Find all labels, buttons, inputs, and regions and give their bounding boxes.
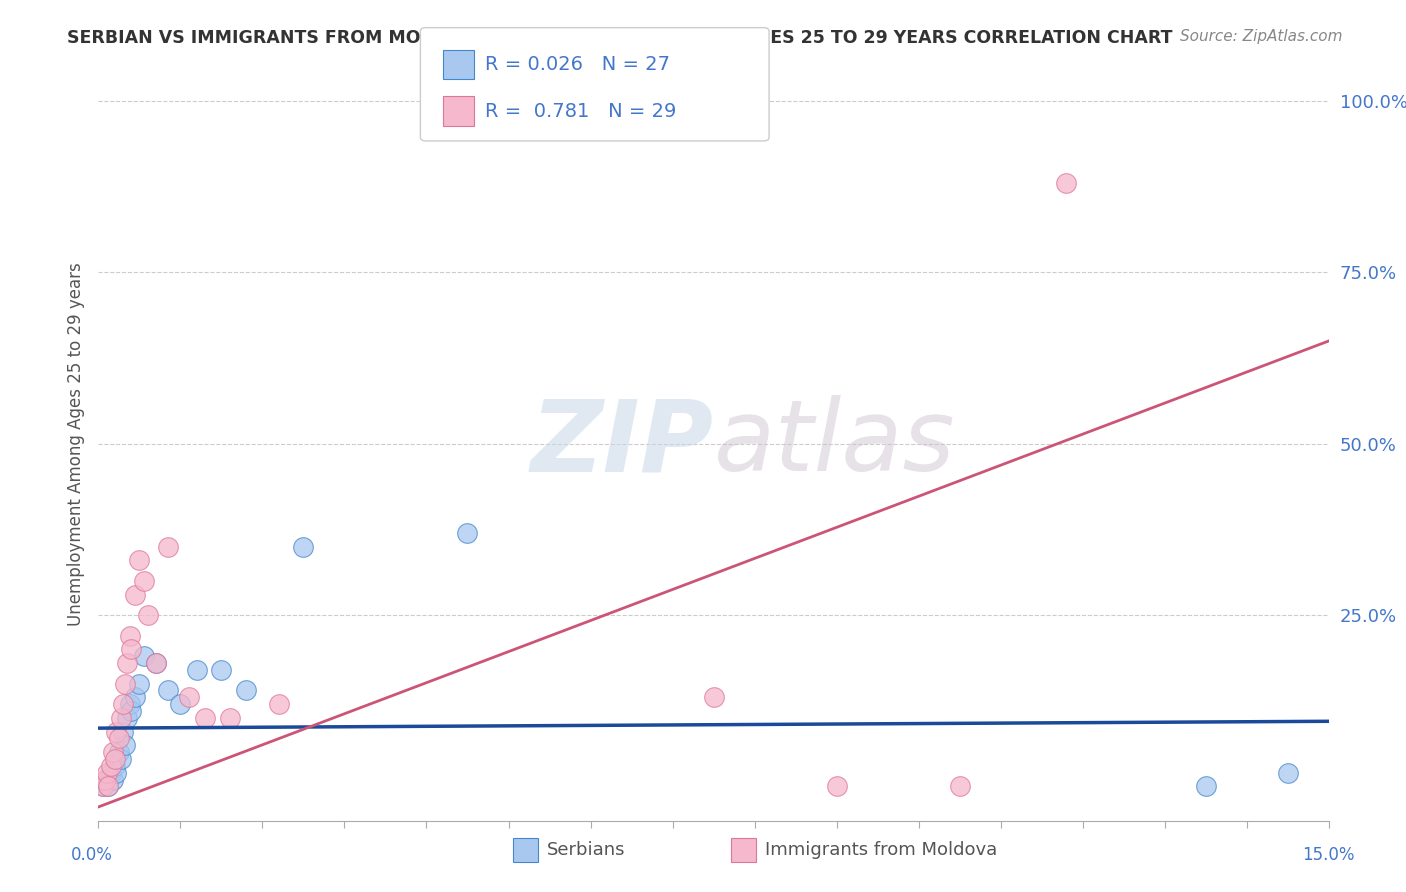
Point — [115, 656, 138, 670]
Text: R =  0.781   N = 29: R = 0.781 N = 29 — [485, 102, 676, 120]
Point — [108, 745, 131, 759]
Text: 15.0%: 15.0% — [1302, 846, 1355, 863]
Point — [91, 780, 114, 794]
Point — [128, 676, 150, 690]
Point — [157, 683, 180, 698]
Point — [115, 711, 138, 725]
Point — [105, 724, 128, 739]
Text: ZIP: ZIP — [530, 395, 714, 492]
Point — [211, 663, 233, 677]
Point — [949, 780, 972, 794]
Y-axis label: Unemployment Among Ages 25 to 29 years: Unemployment Among Ages 25 to 29 years — [66, 262, 84, 625]
Point — [97, 780, 120, 794]
Point — [120, 642, 142, 657]
Point — [112, 697, 135, 711]
Point — [118, 629, 141, 643]
Point — [108, 731, 131, 746]
Point — [145, 656, 167, 670]
Point — [104, 752, 127, 766]
Point — [456, 525, 478, 540]
Point — [186, 663, 208, 677]
Point — [110, 752, 132, 766]
Point — [194, 711, 217, 725]
Point — [104, 759, 127, 773]
Text: Serbians: Serbians — [547, 841, 626, 859]
Point — [218, 711, 240, 725]
Point — [292, 540, 315, 554]
Point — [100, 765, 122, 780]
Point — [1195, 780, 1218, 794]
Point — [169, 697, 191, 711]
Point — [1054, 177, 1077, 191]
Point — [1277, 765, 1299, 780]
Point — [96, 772, 118, 787]
Point — [825, 780, 848, 794]
Point — [100, 759, 122, 773]
Point — [96, 765, 118, 780]
Point — [91, 780, 114, 794]
Point — [114, 739, 136, 753]
Point — [132, 649, 155, 664]
Point — [703, 690, 725, 705]
Point — [112, 724, 135, 739]
Point — [128, 553, 150, 567]
Text: SERBIAN VS IMMIGRANTS FROM MOLDOVA UNEMPLOYMENT AMONG AGES 25 TO 29 YEARS CORREL: SERBIAN VS IMMIGRANTS FROM MOLDOVA UNEMP… — [67, 29, 1173, 46]
Point — [177, 690, 200, 705]
Text: 0.0%: 0.0% — [70, 846, 112, 863]
Point — [103, 772, 125, 787]
Point — [124, 588, 146, 602]
Point — [97, 780, 120, 794]
Text: R = 0.026   N = 27: R = 0.026 N = 27 — [485, 55, 671, 74]
Text: Immigrants from Moldova: Immigrants from Moldova — [765, 841, 997, 859]
Point — [118, 697, 141, 711]
Text: atlas: atlas — [714, 395, 955, 492]
Point — [124, 690, 146, 705]
Point — [114, 676, 136, 690]
Point — [132, 574, 155, 588]
Point — [110, 711, 132, 725]
Text: Source: ZipAtlas.com: Source: ZipAtlas.com — [1180, 29, 1343, 44]
Point — [145, 656, 167, 670]
Point — [120, 704, 142, 718]
Point — [136, 608, 159, 623]
Point — [94, 772, 117, 787]
Point — [235, 683, 257, 698]
Point — [157, 540, 180, 554]
Point — [105, 765, 128, 780]
Point — [267, 697, 290, 711]
Point — [103, 745, 125, 759]
